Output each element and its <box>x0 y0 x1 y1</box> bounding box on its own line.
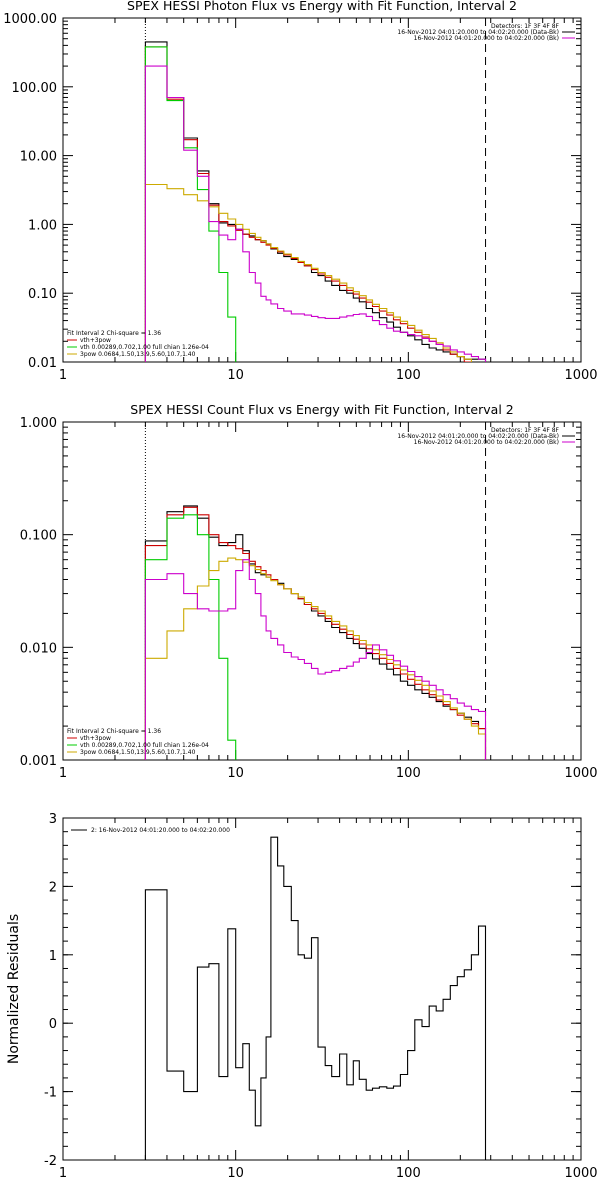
series-bk <box>144 65 487 362</box>
y-tick-label: 1 <box>49 949 57 964</box>
series-vth <box>144 514 237 760</box>
x-tick-label: 1000 <box>564 368 597 383</box>
y-axis-label: Normalized Residuals <box>6 914 22 1064</box>
series-2-16-nov-2012-04-01-20-000-to-04-02-20-000 <box>144 836 487 1160</box>
series-vth-3pow <box>144 46 472 362</box>
photon-flux-panel: SPEX HESSI Photon Flux vs Energy with Fi… <box>3 0 597 383</box>
y-tick-label: 0.10 <box>28 287 57 302</box>
x-tick-label: 1000 <box>564 766 597 781</box>
x-tick-label: 1 <box>59 766 67 781</box>
series-group <box>144 505 487 760</box>
series-bk <box>144 559 487 760</box>
series-group <box>144 41 487 362</box>
legend-entry: 16-Nov-2012 04:01:20.000 to 04:02:20.000… <box>397 433 559 440</box>
legend-entry: 16-Nov-2012 04:01:20.000 to 04:02:20.000… <box>414 439 559 446</box>
legend-entry: 16-Nov-2012 04:01:20.000 to 04:02:20.000… <box>414 35 559 42</box>
y-tick-label: 1000.00 <box>3 12 57 27</box>
plot-frame <box>62 817 582 1161</box>
x-tick-label: 1 <box>59 368 67 383</box>
series-data-bk <box>144 505 487 760</box>
y-tick-label: 0.100 <box>20 529 57 544</box>
fit-legend-entry: Fit Interval 2 Chi-square = 1.36 <box>67 728 161 735</box>
chart-title: SPEX HESSI Photon Flux vs Energy with Fi… <box>127 0 517 13</box>
y-tick-label: 2 <box>49 880 57 895</box>
x-tick-label: 10 <box>227 766 244 781</box>
legend-entry: Detectors: 1F 3F 4F 8F <box>491 23 560 30</box>
series-group <box>144 836 487 1160</box>
x-tick-label: 10 <box>227 1166 244 1181</box>
plot-frame <box>62 421 582 761</box>
fit-legend-entry: 3pow 0.0684,1.50,13.9,5.60,10.7,1.40 <box>80 749 196 756</box>
x-tick-label: 100 <box>396 1166 421 1181</box>
y-tick-label: 0.010 <box>20 641 57 656</box>
fit-legend-entry: 3pow 0.0684,1.50,13.9,5.60,10.7,1.40 <box>80 351 196 358</box>
series-vth-3pow <box>144 506 487 760</box>
y-tick-label: -1 <box>44 1086 57 1101</box>
y-tick-label: -2 <box>44 1154 57 1169</box>
y-tick-label: 3 <box>49 812 57 827</box>
y-tick-label: 1.000 <box>20 416 57 431</box>
x-tick-label: 1000 <box>564 1166 597 1181</box>
x-tick-label: 1 <box>59 1166 67 1181</box>
y-tick-label: 100.00 <box>12 81 58 96</box>
series-data-bk <box>144 41 487 362</box>
fit-legend-entry: vth 0.00289,0.702,1.00 full chian 1.26e-… <box>80 344 209 351</box>
chart-title: SPEX HESSI Count Flux vs Energy with Fit… <box>130 402 513 417</box>
plot-frame <box>62 17 582 363</box>
series-3pow <box>144 183 472 362</box>
fit-legend-entry: vth+3pow <box>80 337 111 344</box>
legend-entry: Detectors: 1F 3F 4F 8F <box>491 427 560 434</box>
series-vth <box>144 46 237 362</box>
fit-legend-entry: vth+3pow <box>80 735 111 742</box>
fit-legend-entry: Fit Interval 2 Chi-square = 1.36 <box>67 330 161 337</box>
residuals-panel: Normalized Residuals 1 10 100 1000 -2 -1 0 1 2 3 2:… <box>6 812 598 1181</box>
y-tick-label: 10.00 <box>20 150 57 165</box>
legend-entry: 2: 16-Nov-2012 04:01:20.000 to 04:02:20.… <box>91 827 230 834</box>
series-3pow <box>144 557 487 760</box>
count-flux-panel: SPEX HESSI Count Flux vs Energy with Fit… <box>20 402 598 781</box>
fit-legend-entry: vth 0.00289,0.702,1.00 full chian 1.26e-… <box>80 742 209 749</box>
x-tick-label: 10 <box>227 368 244 383</box>
x-tick-label: 100 <box>396 766 421 781</box>
y-tick-label: 1.00 <box>28 218 57 233</box>
x-tick-label: 100 <box>396 368 421 383</box>
legend-entry: 16-Nov-2012 04:01:20.000 to 04:02:20.000… <box>397 29 559 36</box>
y-tick-label: 0 <box>49 1017 57 1032</box>
y-tick-label: 0.001 <box>20 754 57 769</box>
y-tick-label: 0.01 <box>28 356 57 371</box>
